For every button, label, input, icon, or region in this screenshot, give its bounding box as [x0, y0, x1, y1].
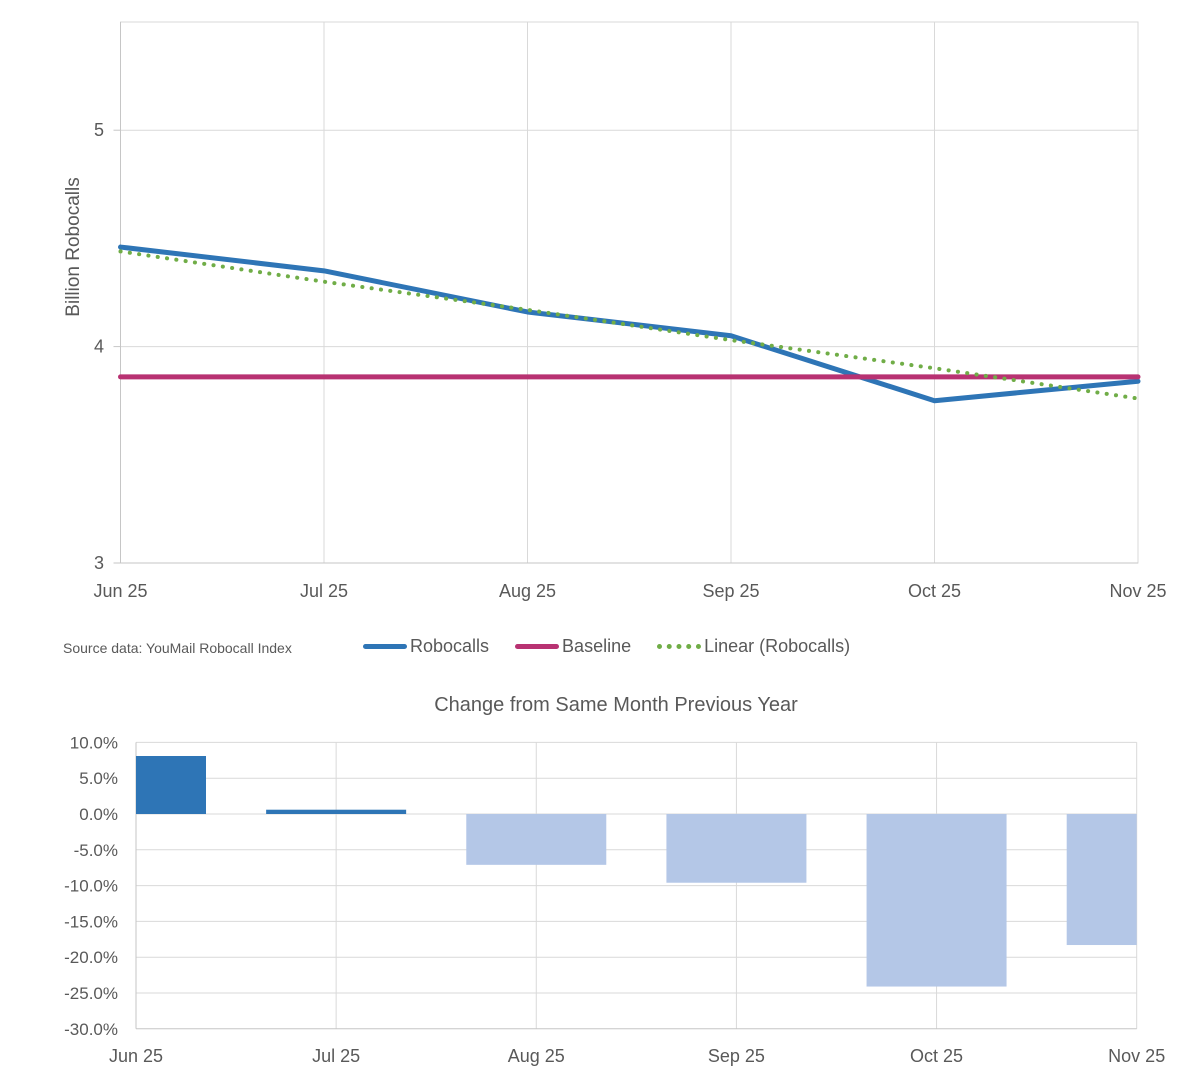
bottom-y-tick-label: -25.0%: [64, 984, 118, 1003]
bottom-x-tick-label: Nov 25: [1108, 1046, 1165, 1066]
bottom-y-tick-label: -30.0%: [64, 1020, 118, 1039]
top-x-tick-label: Nov 25: [1109, 581, 1166, 601]
source-note: Source data: YouMail Robocall Index: [63, 640, 292, 656]
bottom-x-tick-label: Oct 25: [910, 1046, 963, 1066]
bottom-y-tick-label: -15.0%: [64, 912, 118, 931]
baseline-line-swatch-icon: [515, 644, 560, 649]
top-chart-legend: Robocalls Baseline Linear (Robocalls): [363, 636, 850, 657]
legend-item-baseline: Baseline: [515, 636, 631, 657]
bar-jun-25: [136, 756, 206, 814]
bottom-x-tick-label: Jul 25: [312, 1046, 360, 1066]
top-y-tick-label: 3: [94, 553, 104, 573]
bottom-y-tick-label: 0.0%: [79, 805, 118, 824]
bottom-y-tick-label: -20.0%: [64, 948, 118, 967]
bottom-chart-title: Change from Same Month Previous Year: [434, 694, 798, 716]
legend-label-baseline: Baseline: [562, 636, 632, 656]
bar-aug-25: [466, 814, 607, 865]
top-chart-y-axis-title: Billion Robocalls: [63, 177, 84, 317]
legend-label-robocalls: Robocalls: [410, 636, 490, 656]
bottom-x-tick-label: Sep 25: [708, 1046, 765, 1066]
robocalls-line-swatch-icon: [363, 644, 407, 649]
legend-item-linear-trend: Linear (Robocalls): [657, 636, 850, 657]
bar-jul-25: [266, 809, 407, 814]
robocalls-line: [118, 244, 1141, 404]
legend-label-linear-trend: Linear (Robocalls): [704, 636, 851, 656]
bottom-y-tick-label: -10.0%: [64, 877, 118, 896]
top-x-tick-label: Jul 25: [300, 581, 348, 601]
legend-item-robocalls: Robocalls: [363, 636, 489, 657]
top-x-tick-label: Aug 25: [499, 581, 556, 601]
bottom-x-tick-label: Jun 25: [109, 1046, 163, 1066]
top-y-tick-label: 4: [94, 337, 104, 357]
top-y-tick-label: 5: [94, 120, 104, 140]
top-x-tick-label: Sep 25: [702, 581, 759, 601]
bottom-y-tick-label: 10.0%: [70, 733, 118, 752]
bottom-x-tick-label: Aug 25: [508, 1046, 565, 1066]
top-plot-border: [120, 21, 1139, 564]
bar-sep-25: [666, 814, 807, 883]
trend-line: [118, 249, 1140, 401]
top-x-tick-label: Oct 25: [908, 581, 961, 601]
bottom-y-tick-label: -5.0%: [74, 841, 118, 860]
top-x-tick-label: Jun 25: [93, 581, 147, 601]
bar-oct-25: [866, 814, 1007, 987]
bar-nov-25: [1066, 814, 1137, 946]
bottom-y-tick-label: 5.0%: [79, 769, 118, 788]
trend-line-swatch-icon: [657, 644, 702, 649]
